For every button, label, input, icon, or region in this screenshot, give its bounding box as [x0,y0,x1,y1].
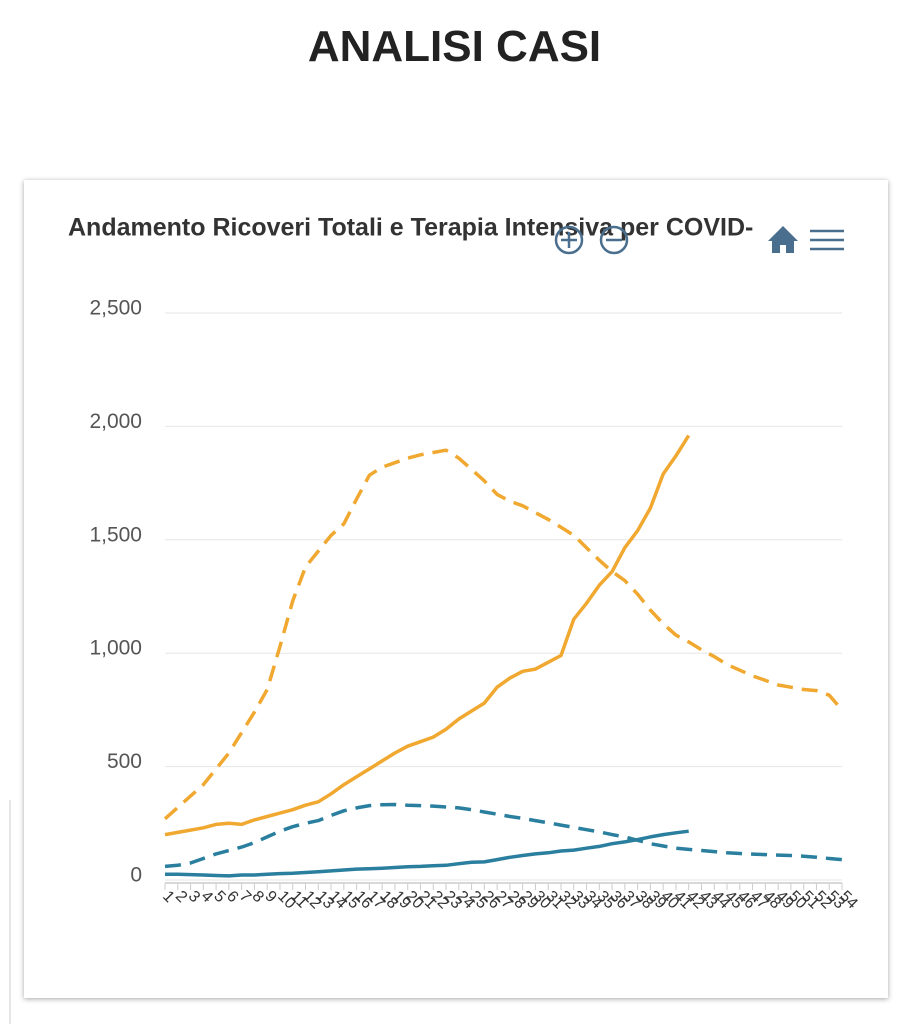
page-heading: ANALISI CASI [307,22,602,71]
y-tick-label: 2,500 [89,297,142,320]
home-button[interactable] [768,226,798,253]
y-tick-label: 500 [107,750,142,773]
series-line [164,802,843,869]
zoom-in-button[interactable] [554,225,584,255]
chart-card [24,180,888,998]
menu-button[interactable] [810,229,844,251]
y-tick-label: 1,000 [89,637,142,660]
series-line [164,434,691,837]
chart-title: Andamento Ricoveri Totali e Terapia Inte… [68,214,753,242]
toolbar [554,225,844,255]
y-tick-label: 2,000 [89,410,142,433]
y-tick-label: 1,500 [89,523,142,546]
series-line [165,829,689,878]
zoom-out-button[interactable] [599,225,629,255]
y-tick-label: 0 [130,864,142,887]
series-line [163,448,844,821]
